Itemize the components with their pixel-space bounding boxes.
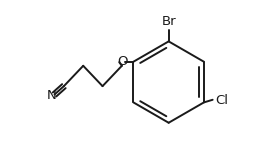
- Text: N: N: [47, 89, 57, 102]
- Text: Br: Br: [161, 15, 176, 28]
- Text: O: O: [117, 55, 127, 68]
- Text: Cl: Cl: [215, 94, 228, 107]
